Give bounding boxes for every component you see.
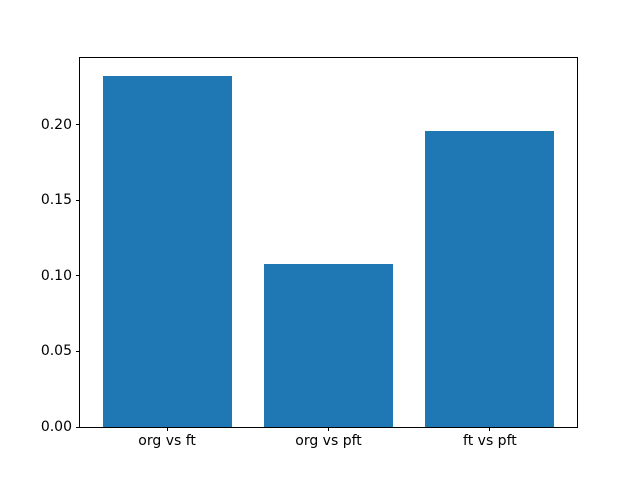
y-tick-mark-1 (76, 426, 80, 428)
x-tick-label-2: org vs pft (295, 433, 362, 449)
x-tick-label-3: ft vs pft (463, 433, 517, 449)
y-tick-label-3: 0.10 (40, 267, 72, 284)
bar-1 (102, 76, 232, 427)
bar-3 (425, 130, 555, 427)
y-tick-mark-4 (76, 199, 80, 201)
plot-area: org vs ft org vs pft ft vs pft 0.00 0.05 0.10… (41, 57, 578, 448)
x-tick-mark-1 (166, 427, 168, 431)
y-tick-mark-2 (76, 350, 80, 352)
y-tick-label-4: 0.15 (40, 192, 72, 209)
bar-2 (264, 263, 394, 427)
y-tick-mark-3 (76, 275, 80, 277)
x-tick-mark-3 (489, 427, 491, 431)
y-tick-mark-5 (76, 124, 80, 125)
x-tick-mark-2 (328, 427, 329, 431)
x-tick-label-1: org vs ft (138, 433, 196, 449)
y-tick-label-2: 0.05 (40, 343, 72, 360)
y-tick-label-1: 0.00 (40, 419, 72, 435)
y-tick-label-5: 0.20 (40, 116, 72, 133)
